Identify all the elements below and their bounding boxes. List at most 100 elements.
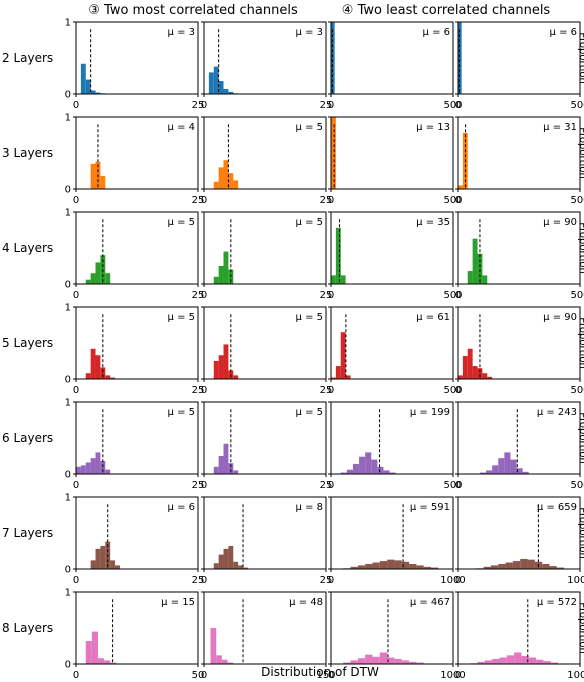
histogram-bar [477, 253, 483, 284]
histogram-bar [492, 658, 500, 664]
panel-frame [457, 496, 581, 570]
histogram-bar [85, 373, 91, 379]
histogram-bar [104, 660, 111, 664]
panel-frame [75, 21, 199, 95]
x-tick-label: 25 [320, 100, 333, 111]
mu-label: μ = 48 [289, 597, 323, 608]
x-tick-label: 0 [328, 480, 334, 491]
panel-frame [330, 496, 454, 570]
panel-frame [75, 306, 199, 380]
histogram-bar [372, 656, 380, 664]
panel-frame [330, 591, 454, 665]
panel-frame [203, 591, 327, 665]
histogram-bar [331, 22, 335, 94]
histogram-bar [80, 465, 86, 474]
histogram-bar [216, 655, 222, 664]
x-tick-label: 1000 [440, 670, 465, 681]
panel-frame [203, 21, 327, 95]
mu-label: μ = 659 [537, 502, 577, 513]
histogram-bar [556, 567, 565, 569]
histogram-bar [431, 567, 439, 569]
histogram-bar [550, 662, 559, 664]
row-label: 2 Layers [2, 51, 53, 65]
histogram-bar [359, 456, 366, 474]
histogram-bar [76, 466, 81, 474]
x-tick-label: 500 [443, 385, 462, 396]
panel-frame [75, 116, 199, 190]
mu-label: μ = 199 [410, 407, 450, 418]
panel-frame [203, 116, 327, 190]
mu-label: μ = 8 [296, 502, 323, 513]
histogram-bar [467, 348, 473, 379]
histogram-bar [462, 355, 468, 379]
histogram-bar [227, 662, 234, 664]
histogram-bar [213, 466, 219, 474]
y-tick-label: 1 [65, 493, 71, 504]
histogram-bar [401, 561, 410, 569]
histogram-bar [365, 452, 372, 474]
x-tick-label: 0 [455, 575, 461, 586]
histogram-bar [549, 566, 557, 569]
y-tick-label: 0 [65, 565, 71, 576]
x-tick-label: 0 [328, 100, 334, 111]
histogram-bar [85, 640, 92, 664]
x-tick-label: 1000 [440, 575, 465, 586]
panel-frame [330, 211, 454, 285]
mu-label: μ = 61 [416, 312, 450, 323]
row-label: 5 Layers [2, 336, 53, 350]
histogram-bar [85, 79, 91, 94]
histogram-bar [331, 275, 336, 284]
panel-frame [75, 496, 199, 570]
y-tick-label: 1 [65, 588, 71, 599]
histogram-bar [90, 163, 96, 189]
histogram-bar [377, 466, 384, 474]
histogram-bar [213, 181, 219, 189]
panel-frame [75, 591, 199, 665]
histogram-bar [479, 472, 487, 474]
x-tick-label: 0 [201, 575, 207, 586]
panel-frame [457, 591, 581, 665]
histogram-bar [528, 657, 537, 664]
mu-label: μ = 3 [296, 27, 323, 38]
histogram-bar [516, 468, 523, 474]
histogram-bar [100, 367, 106, 379]
histogram-bar [105, 375, 111, 379]
histogram-bar [352, 463, 360, 474]
histogram-bar [340, 332, 346, 379]
histogram-bar [372, 562, 380, 569]
histogram-bar [542, 563, 550, 569]
histogram-bar [233, 561, 239, 569]
x-tick-label: 0 [455, 290, 461, 301]
mu-label: μ = 5 [296, 122, 323, 133]
mu-label: μ = 13 [416, 122, 450, 133]
histogram-bar [379, 561, 388, 569]
histogram-bar [499, 657, 507, 664]
histogram-bar [477, 368, 483, 379]
histogram-bar [482, 275, 488, 284]
mu-label: μ = 6 [168, 502, 195, 513]
histogram-bar [100, 545, 106, 569]
panel-frame [203, 211, 327, 285]
panel-frame [457, 401, 581, 475]
histogram-bar [218, 554, 224, 569]
histogram-bar [228, 545, 234, 569]
histogram-bar [543, 661, 551, 664]
histogram-bar [90, 348, 96, 379]
histogram-bar [90, 273, 96, 284]
y-tick-label: 0 [65, 280, 71, 291]
histogram-bar [498, 458, 505, 474]
mu-label: μ = 6 [423, 27, 450, 38]
histogram-bar [350, 660, 358, 664]
x-tick-label: 0 [455, 480, 461, 491]
histogram-bar [228, 91, 234, 94]
mu-label: μ = 6 [550, 27, 577, 38]
histogram-bar [90, 90, 96, 94]
x-tick-label: 0 [201, 670, 207, 681]
x-tick-label: 500 [570, 385, 584, 396]
y-tick-label: 1 [65, 303, 71, 314]
histogram-bar [467, 271, 473, 284]
histogram-bar [383, 470, 390, 474]
histogram-bar [357, 658, 366, 664]
x-tick-label: 0 [328, 290, 334, 301]
histogram-bar [110, 560, 116, 569]
